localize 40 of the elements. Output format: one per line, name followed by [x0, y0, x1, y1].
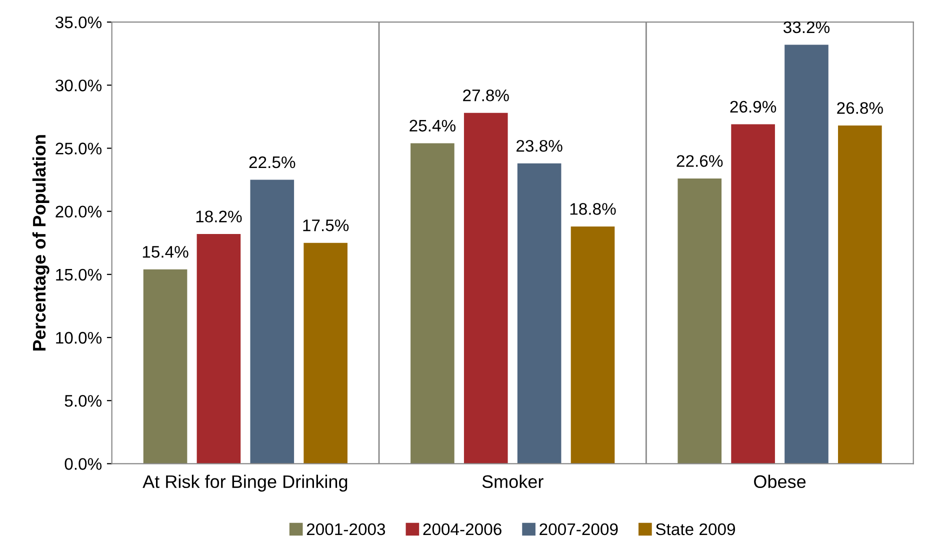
data-label: 18.2% [196, 210, 242, 222]
bar [196, 234, 241, 464]
data-label: 17.5% [303, 220, 349, 232]
data-label: 33.2% [784, 21, 830, 34]
data-label: 22.6% [676, 155, 723, 167]
data-label: 26.9% [730, 100, 776, 113]
y-tick-label: 5.0% [64, 394, 102, 407]
legend-label: 2007-2009 [540, 523, 618, 536]
y-axis-title: Percentage of Population [32, 135, 50, 351]
y-tick-label: 25.0% [56, 142, 102, 154]
x-tick-label: Obese [754, 474, 806, 488]
y-tick-label: 10.0% [56, 332, 102, 344]
bar [250, 180, 294, 464]
legend-label: 2001-2003 [306, 523, 386, 536]
data-label: 25.4% [410, 120, 456, 132]
bar [410, 143, 454, 464]
y-tick-label: 30.0% [56, 80, 102, 92]
bar [517, 163, 562, 464]
legend-label: State 2009 [656, 523, 735, 536]
bar [304, 242, 348, 464]
data-label: 18.8% [570, 203, 616, 215]
bar [570, 226, 615, 464]
data-label: 23.8% [516, 140, 562, 152]
y-tick-label: 0.0% [64, 458, 102, 470]
bar [678, 178, 722, 464]
legend-label: 2004-2006 [423, 523, 502, 536]
data-label: 26.8% [837, 102, 883, 114]
data-label: 15.4% [142, 246, 188, 258]
bar [464, 112, 508, 464]
bar [784, 44, 828, 464]
data-label: 22.5% [249, 156, 296, 168]
x-tick-label: Smoker [482, 474, 544, 488]
bar [838, 126, 882, 464]
y-tick-label: 15.0% [56, 268, 102, 281]
bar [143, 269, 188, 464]
data-label: 27.8% [463, 89, 509, 102]
bar [731, 124, 775, 464]
x-tick-label: At Risk for Binge Drinking [142, 474, 348, 492]
y-tick-label: 35.0% [56, 16, 102, 28]
y-tick-label: 20.0% [56, 206, 102, 218]
